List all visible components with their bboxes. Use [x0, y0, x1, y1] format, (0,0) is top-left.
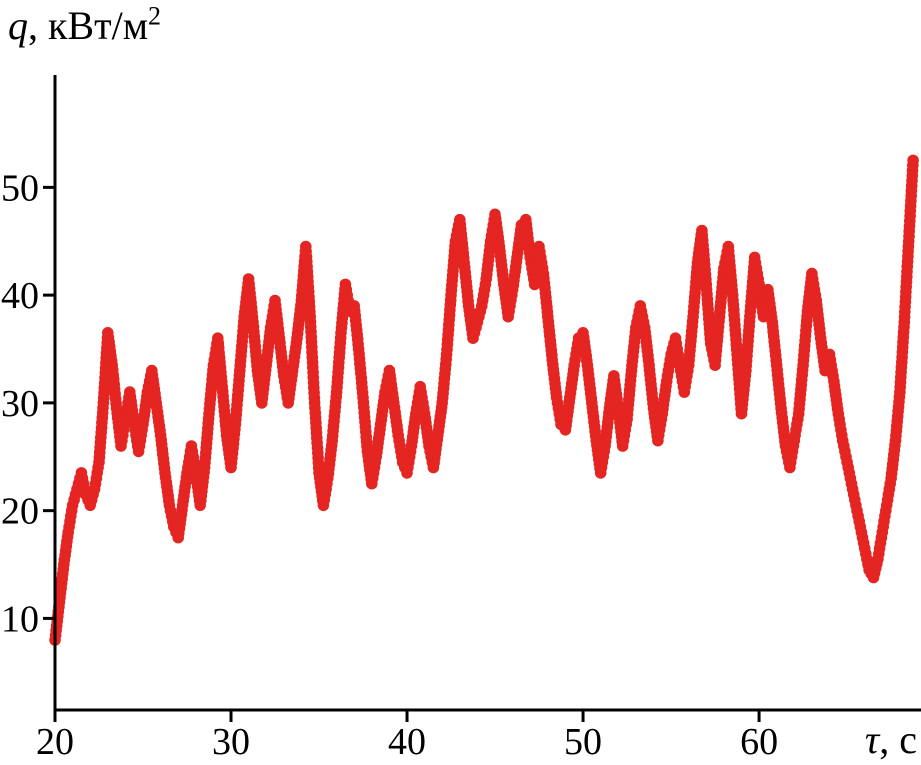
- y-tick-label: 50: [1, 167, 39, 209]
- x-axis-title: τ, с: [865, 716, 917, 763]
- x-axis-variable: τ: [864, 717, 880, 762]
- y-tick-label: 20: [1, 491, 39, 533]
- axes: 20 30 40 50 60 10 20 30 40 50: [1, 75, 921, 763]
- y-axis-variable: q: [8, 3, 28, 48]
- x-tick-label: 40: [388, 721, 426, 763]
- data-series: [49, 154, 919, 646]
- y-tick-label: 30: [1, 383, 39, 425]
- x-tick-label: 20: [36, 721, 74, 763]
- y-axis-title: q, кВт/м2: [8, 2, 161, 49]
- y-axis-units: , кВт/м: [28, 3, 149, 48]
- x-tick-label: 30: [212, 721, 250, 763]
- y-axis-superscript: 2: [148, 1, 162, 31]
- x-tick-label: 60: [740, 721, 778, 763]
- y-tick-label: 40: [1, 275, 39, 317]
- x-tick-label: 50: [564, 721, 602, 763]
- x-axis-units: , с: [879, 717, 917, 762]
- y-tick-label: 10: [1, 598, 39, 640]
